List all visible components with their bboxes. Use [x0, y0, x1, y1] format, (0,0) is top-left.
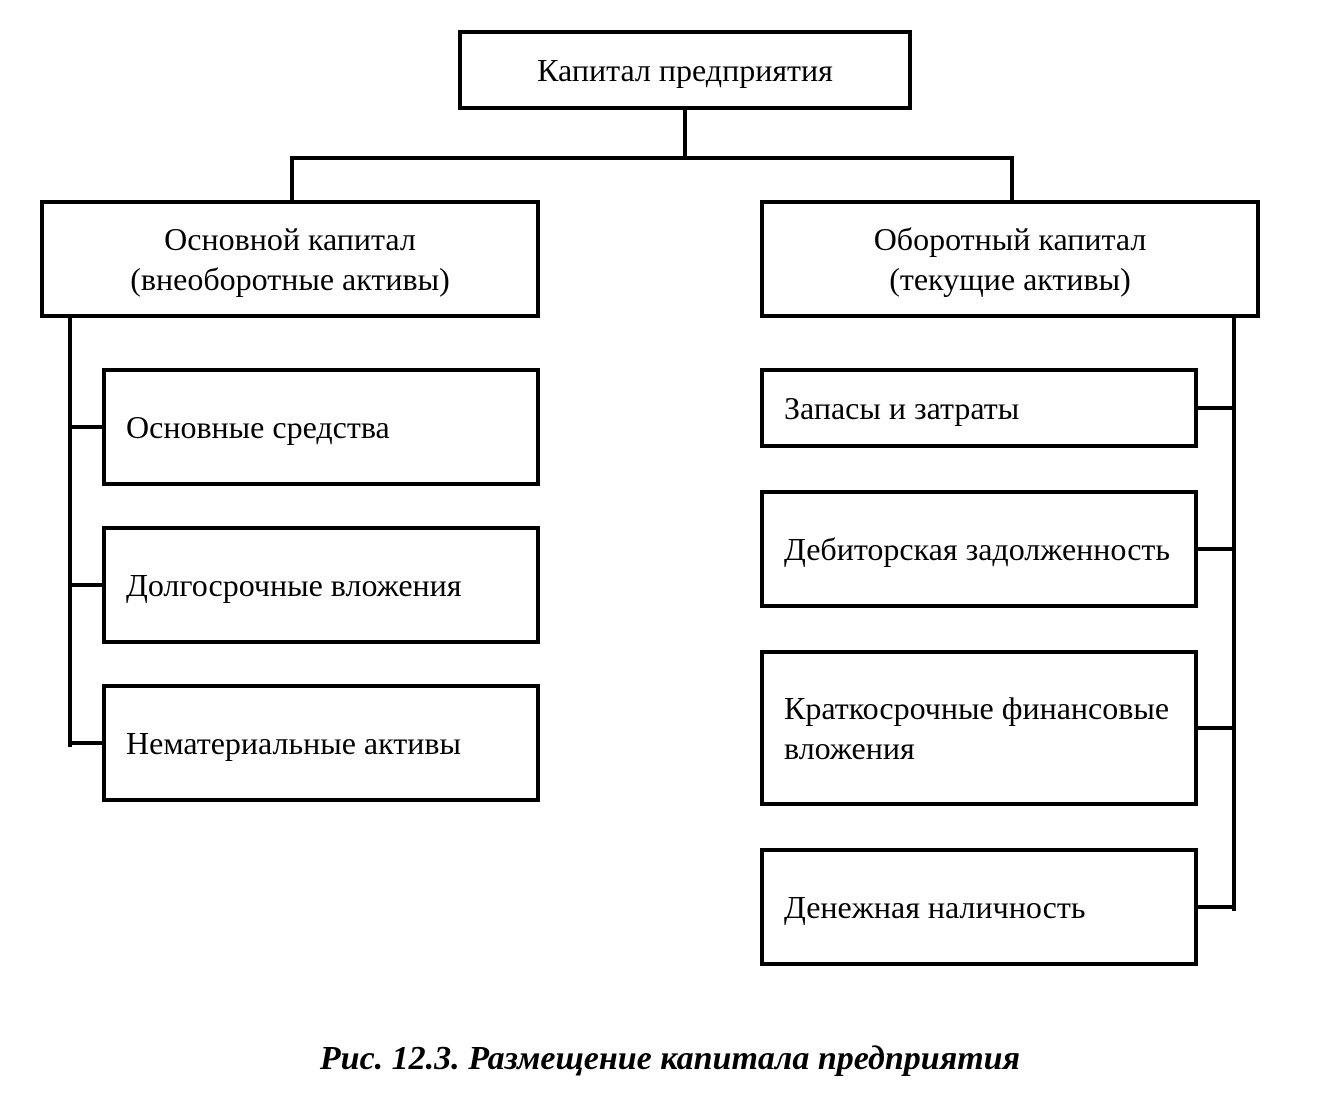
- node-left-item-1: Долгосрочные вложения: [102, 526, 540, 644]
- node-right-item-0-label: Запасы и затраты: [784, 388, 1019, 428]
- node-root: Капитал предприятия: [458, 30, 912, 110]
- stub-right-2: [1198, 726, 1236, 730]
- stub-right-3: [1198, 905, 1236, 909]
- right-header-line2: (текущие активы): [889, 261, 1131, 297]
- connector-drop-right: [1010, 156, 1014, 200]
- node-left-item-0: Основные средства: [102, 368, 540, 486]
- node-left-item-2: Нематериальные активы: [102, 684, 540, 802]
- node-right-item-0: Запасы и затраты: [760, 368, 1198, 448]
- node-left-header-text: Основной капитал (внеоборотные активы): [130, 219, 449, 299]
- stub-left-0: [68, 425, 102, 429]
- node-root-label: Капитал предприятия: [537, 50, 833, 90]
- left-header-line2: (внеоборотные активы): [130, 261, 449, 297]
- node-right-header-text: Оборотный капитал (текущие активы): [874, 219, 1147, 299]
- connector-drop-left: [290, 156, 294, 200]
- caption-prefix: Рис. 12.3.: [320, 1040, 468, 1077]
- trunk-left: [68, 318, 72, 747]
- node-right-item-2-label: Краткосрочные финансовые вложения: [784, 688, 1174, 768]
- node-right-item-3-label: Денежная наличность: [784, 887, 1085, 927]
- stub-left-2: [68, 741, 102, 745]
- node-right-item-3: Денежная наличность: [760, 848, 1198, 966]
- node-left-header: Основной капитал (внеоборотные активы): [40, 200, 540, 318]
- right-header-line1: Оборотный капитал: [874, 221, 1147, 257]
- caption-text: Размещение капитала предприятия: [468, 1040, 1020, 1077]
- stub-left-1: [68, 583, 102, 587]
- node-left-item-0-label: Основные средства: [126, 407, 390, 447]
- stub-right-0: [1198, 406, 1236, 410]
- stub-right-1: [1198, 547, 1236, 551]
- node-right-header: Оборотный капитал (текущие активы): [760, 200, 1260, 318]
- node-left-item-2-label: Нематериальные активы: [126, 723, 461, 763]
- left-header-line1: Основной капитал: [164, 221, 416, 257]
- figure-caption: Рис. 12.3. Размещение капитала предприят…: [220, 1040, 1120, 1078]
- node-right-item-1: Дебиторская задолженность: [760, 490, 1198, 608]
- diagram-canvas: Капитал предприятия Основной капитал (вн…: [0, 0, 1336, 1116]
- node-left-item-1-label: Долгосрочные вложения: [126, 565, 462, 605]
- connector-root-drop: [683, 110, 687, 160]
- node-right-item-2: Краткосрочные финансовые вложения: [760, 650, 1198, 806]
- node-right-item-1-label: Дебиторская задолженность: [784, 529, 1170, 569]
- connector-top-bar: [290, 156, 1014, 160]
